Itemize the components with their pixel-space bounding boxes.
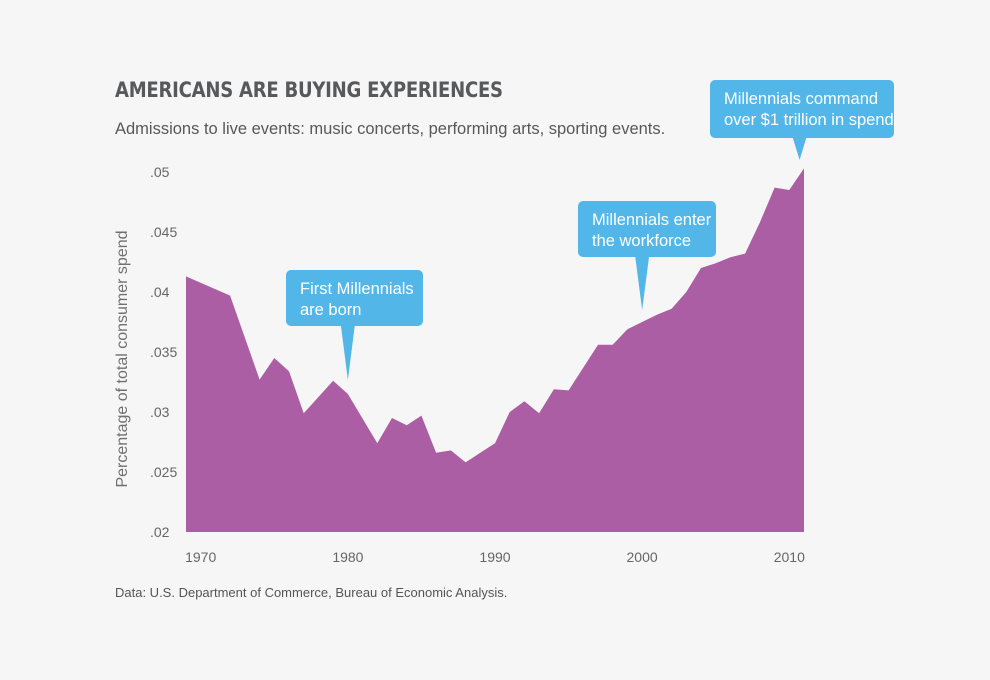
y-tick-label: .035 <box>150 344 177 360</box>
callout-box <box>578 201 716 257</box>
y-tick-label: .045 <box>150 224 177 240</box>
callout-text: Millennials command <box>724 90 878 108</box>
chart-title: AMERICANS ARE BUYING EXPERIENCES <box>115 78 503 102</box>
x-tick-label: 2010 <box>774 549 805 565</box>
callouts: First Millennials are born Millennials ent… <box>286 80 894 380</box>
chart-subtitle: Admissions to live events: music concert… <box>115 120 666 138</box>
callout-pointer <box>635 256 650 310</box>
y-axis-label: Percentage of total consumer spend <box>114 230 131 487</box>
y-tick-label: .05 <box>150 164 170 180</box>
callout-pointer <box>792 137 807 160</box>
y-tick-label: .04 <box>150 284 170 300</box>
callout-box <box>286 270 423 326</box>
callout-text: over $1 trillion in spend <box>724 111 894 129</box>
source-note: Data: U.S. Department of Commerce, Burea… <box>115 585 508 600</box>
y-tick-label: .02 <box>150 524 170 540</box>
y-axis-label-group: Percentage of total consumer spend <box>114 230 131 487</box>
x-tick-label: 1970 <box>185 549 216 565</box>
callout-text: First Millennials <box>300 280 414 298</box>
x-tick-label: 1980 <box>332 549 363 565</box>
y-tick-label: .025 <box>150 464 177 480</box>
callout-bubble: First Millennials are born <box>286 270 423 380</box>
x-tick-label: 1990 <box>479 549 510 565</box>
y-tick-labels: .05 .045 .04 .035 .03 .025 .02 <box>150 164 177 540</box>
callout-box <box>710 80 894 138</box>
x-tick-label: 2000 <box>627 549 658 565</box>
x-tick-labels: 1970 1980 1990 2000 2010 <box>185 549 805 565</box>
callout-text: Millennials enter <box>592 211 712 229</box>
callout-pointer <box>340 325 355 380</box>
callout-text: are born <box>300 301 361 319</box>
callout-bubble: Millennials command over $1 trillion in s… <box>710 80 894 160</box>
area-series-0 <box>186 168 804 532</box>
series-layer <box>186 168 804 532</box>
callout-bubble: Millennials enter the workforce <box>578 201 716 310</box>
y-tick-label: .03 <box>150 404 170 420</box>
callout-text: the workforce <box>592 232 691 250</box>
